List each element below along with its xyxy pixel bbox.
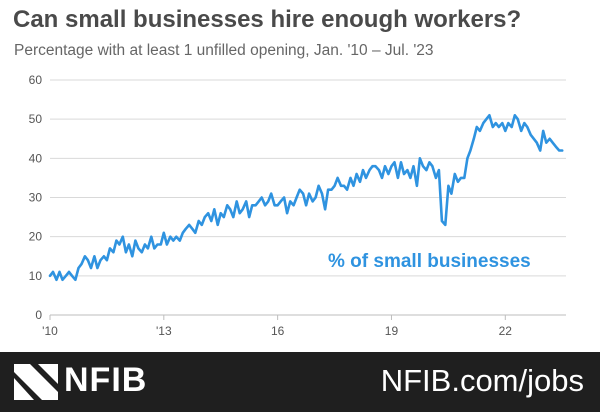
brand-name: NFIB: [64, 361, 148, 399]
x-tick-label: 19: [385, 324, 399, 338]
x-tick-label: '10: [42, 324, 58, 338]
y-tick-label: 0: [35, 308, 42, 322]
x-tick-label: 22: [499, 324, 513, 338]
nfib-logo-icon: [14, 364, 58, 400]
x-tick-label: 16: [271, 324, 285, 338]
y-tick-label: 10: [29, 269, 43, 283]
footer-bar: NFIB NFIB.com/jobs: [0, 352, 600, 412]
series-line: [48, 114, 564, 282]
chart-title: Can small businesses hire enough workers…: [13, 6, 522, 33]
y-tick-label: 30: [29, 191, 43, 205]
x-tick-label: '13: [156, 324, 172, 338]
y-tick-label: 20: [29, 230, 43, 244]
jobs-link[interactable]: NFIB.com/jobs: [380, 363, 584, 398]
series-label: % of small businesses: [328, 251, 531, 272]
y-tick-label: 60: [29, 73, 43, 87]
y-tick-label: 50: [29, 112, 43, 126]
chart-subtitle: Percentage with at least 1 unfilled open…: [14, 42, 434, 59]
y-tick-label: 40: [29, 151, 43, 165]
line-chart: 0 10 20 30 40 50 60 '10 '13 16 19 22 % of small busi…: [29, 73, 566, 338]
